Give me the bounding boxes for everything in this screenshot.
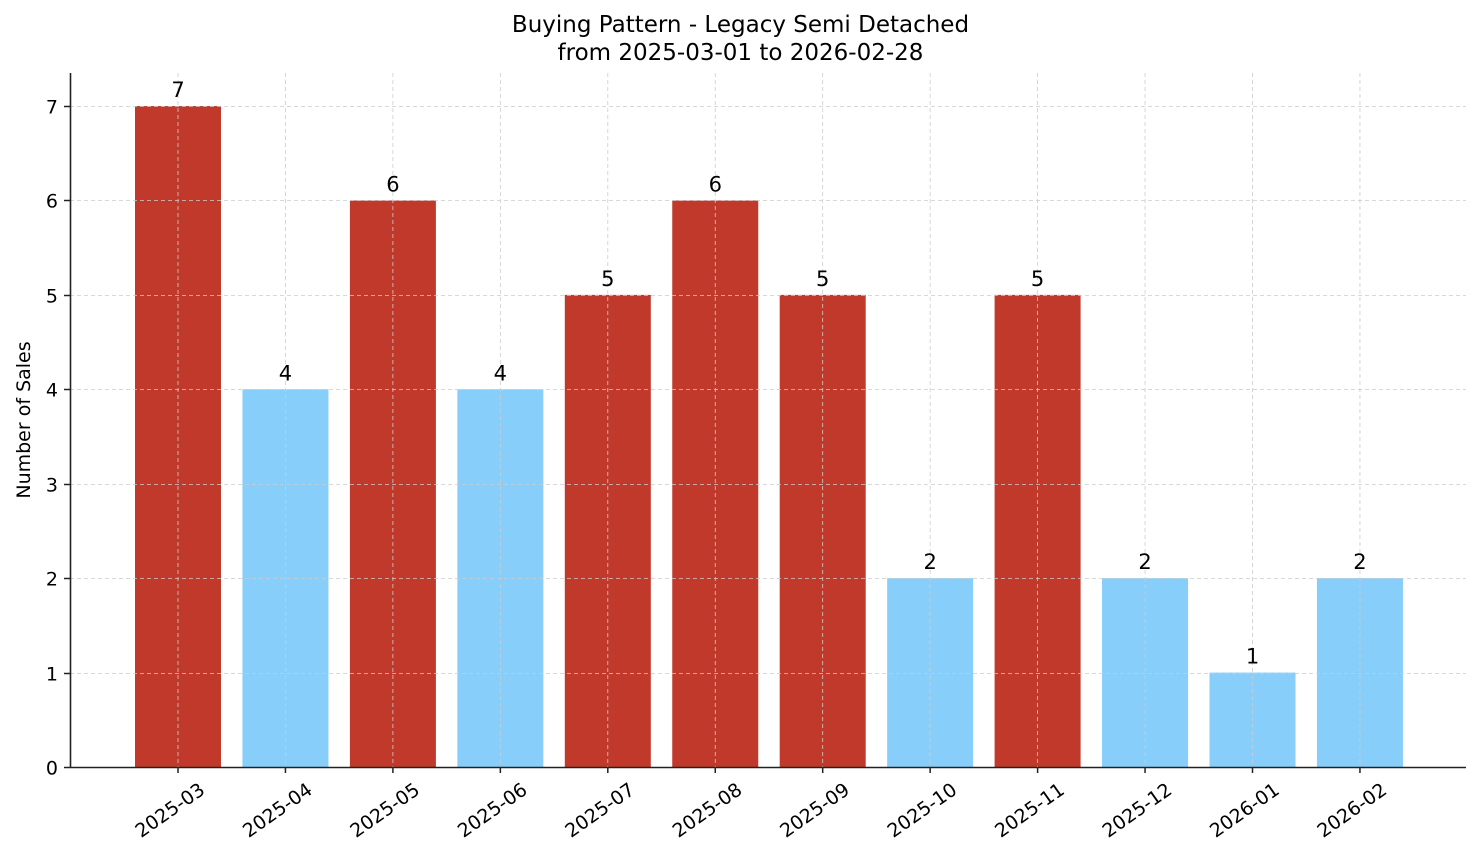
bar-value-label: 4	[494, 361, 507, 385]
chart-subtitle: from 2025-03-01 to 2026-02-28	[557, 40, 924, 66]
x-tick-label: 2026-02	[1313, 779, 1391, 843]
x-tick-label: 2025-03	[131, 779, 209, 843]
bar-value-label: 5	[816, 267, 829, 291]
x-tick-label: 2025-06	[454, 779, 532, 843]
y-tick-label: 7	[46, 97, 58, 119]
bar-2025-03	[135, 106, 221, 768]
bar-2025-12	[1102, 578, 1189, 767]
bar-value-label: 6	[709, 172, 722, 196]
bar-value-label: 2	[923, 550, 936, 574]
bar-value-label: 5	[601, 267, 614, 291]
bar-2025-05	[349, 200, 436, 768]
y-tick-label: 4	[46, 380, 58, 402]
bar-value-label: 2	[1138, 550, 1151, 574]
bars	[135, 106, 1403, 768]
vertical-gridlines	[70, 73, 1466, 767]
y-tick-label: 2	[46, 569, 58, 591]
bar-value-label: 2	[1353, 550, 1366, 574]
y-tick-label: 6	[46, 191, 58, 213]
y-tick-label: 5	[46, 286, 58, 308]
x-tick-label: 2025-08	[669, 779, 747, 843]
x-tick-label: 2025-12	[1098, 779, 1176, 843]
bar-value-label: 5	[1031, 267, 1044, 291]
x-tick-label: 2025-07	[561, 779, 639, 843]
x-tick-label: 2025-04	[239, 779, 317, 843]
x-tick-label: 2025-09	[776, 779, 854, 843]
x-tick-label: 2026-01	[1206, 779, 1284, 843]
y-tick-label: 3	[46, 475, 58, 497]
chart-title: Buying Pattern - Legacy Semi Detached	[511, 12, 970, 38]
bar-2025-08	[672, 200, 759, 768]
bar-value-labels: 7 4 6 4 5 6 5 2 5 2 1 2	[171, 78, 1366, 669]
bar-2025-10	[887, 578, 974, 767]
bar-value-label: 1	[1246, 645, 1259, 669]
bar-value-label: 6	[386, 172, 399, 196]
x-tick-label: 2025-05	[346, 779, 424, 843]
bar-2026-02	[1316, 578, 1403, 767]
x-tick-label: 2025-10	[884, 779, 962, 843]
y-tick-label: 0	[46, 758, 58, 780]
bar-value-label: 7	[171, 78, 184, 102]
bar-value-label: 4	[279, 361, 292, 385]
x-tick-label: 2025-11	[991, 779, 1069, 843]
y-tick-label: 1	[46, 664, 58, 686]
